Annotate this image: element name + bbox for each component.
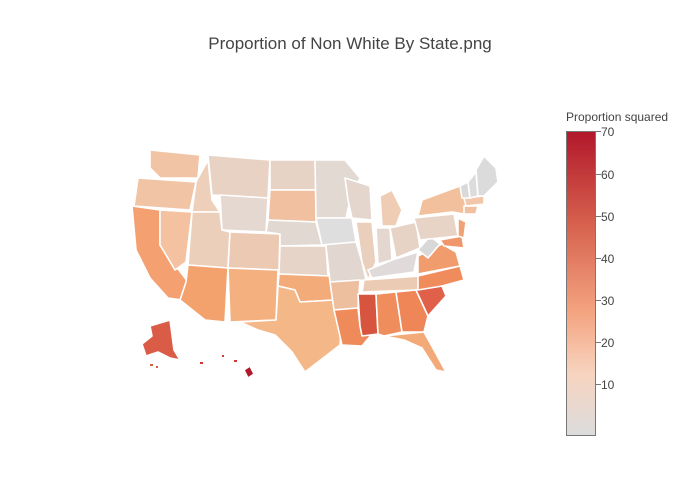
state-michigan[interactable] [379,189,403,227]
state-iowa[interactable] [315,217,357,246]
state-montana[interactable] [207,154,271,199]
colorbar-tick-10: 10 [601,378,615,392]
state-connecticut[interactable] [463,205,479,215]
state-texas[interactable] [239,285,343,373]
state-arkansas[interactable] [329,279,361,311]
state-alaska[interactable] [141,319,181,361]
state-wyoming[interactable] [219,194,269,233]
state-kansas[interactable] [278,245,329,277]
state-maine[interactable] [475,155,499,197]
colorbar-tick-mark [596,131,601,132]
state-kentucky[interactable] [367,251,419,279]
state-colorado[interactable] [227,231,281,271]
colorbar-tick-60: 60 [601,168,615,182]
colorbar [566,131,596,436]
colorbar-tick-mark [596,342,601,343]
state-mississippi[interactable] [357,293,379,337]
alaska-islands [150,364,158,368]
colorbar-tick-30: 30 [601,294,615,308]
colorbar-tick-mark [596,174,601,175]
state-north-dakota[interactable] [269,159,317,191]
colorbar-tick-mark [596,216,601,217]
colorbar-tick-40: 40 [601,252,615,266]
colorbar-tick-mark [596,258,601,259]
state-west-virginia[interactable] [417,235,441,259]
state-maryland[interactable] [439,235,465,249]
colorbar-tick-70: 70 [601,125,615,139]
state-new-jersey[interactable] [457,217,467,239]
colorbar-tick-20: 20 [601,336,615,350]
state-new-mexico[interactable] [227,267,279,323]
state-florida[interactable] [383,331,447,373]
colorbar-tick-50: 50 [601,210,615,224]
state-wisconsin[interactable] [344,177,373,221]
colorbar-title: Proportion squared [566,110,669,124]
state-oregon[interactable] [133,177,197,211]
state-arizona[interactable] [179,264,229,323]
state-nevada[interactable] [159,209,193,271]
colorbar-tick-mark [596,300,601,301]
state-indiana[interactable] [375,227,393,265]
state-pennsylvania[interactable] [413,213,459,241]
state-washington[interactable] [149,149,201,179]
hawaii-islands [200,355,237,364]
chart-title: Proportion of Non White By State.png [208,34,492,53]
colorbar-tick-mark [596,384,601,385]
state-tennessee[interactable] [361,275,421,293]
state-south-dakota[interactable] [267,189,317,223]
state-alabama[interactable] [375,291,403,337]
state-hawaii[interactable] [243,365,255,379]
